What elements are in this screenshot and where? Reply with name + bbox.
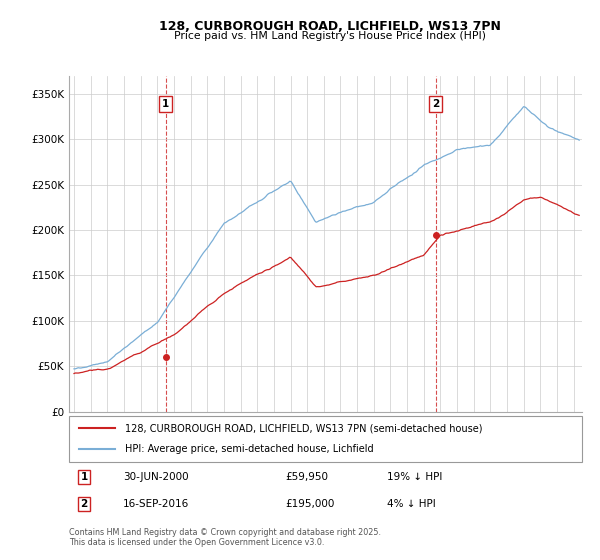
Text: Price paid vs. HM Land Registry's House Price Index (HPI): Price paid vs. HM Land Registry's House … — [174, 31, 486, 41]
FancyBboxPatch shape — [69, 416, 582, 462]
Text: 16-SEP-2016: 16-SEP-2016 — [123, 499, 189, 509]
Text: HPI: Average price, semi-detached house, Lichfield: HPI: Average price, semi-detached house,… — [125, 445, 374, 455]
Text: £195,000: £195,000 — [285, 499, 334, 509]
Text: 128, CURBOROUGH ROAD, LICHFIELD, WS13 7PN: 128, CURBOROUGH ROAD, LICHFIELD, WS13 7P… — [159, 20, 501, 32]
Text: 2: 2 — [80, 499, 88, 509]
Text: Contains HM Land Registry data © Crown copyright and database right 2025.
This d: Contains HM Land Registry data © Crown c… — [69, 528, 381, 547]
Text: 128, CURBOROUGH ROAD, LICHFIELD, WS13 7PN (semi-detached house): 128, CURBOROUGH ROAD, LICHFIELD, WS13 7P… — [125, 423, 483, 433]
Text: 1: 1 — [80, 472, 88, 482]
Text: 30-JUN-2000: 30-JUN-2000 — [123, 472, 188, 482]
Text: 1: 1 — [162, 99, 169, 109]
Text: £59,950: £59,950 — [285, 472, 328, 482]
Text: 2: 2 — [432, 99, 439, 109]
Text: 4% ↓ HPI: 4% ↓ HPI — [387, 499, 436, 509]
Text: 19% ↓ HPI: 19% ↓ HPI — [387, 472, 442, 482]
